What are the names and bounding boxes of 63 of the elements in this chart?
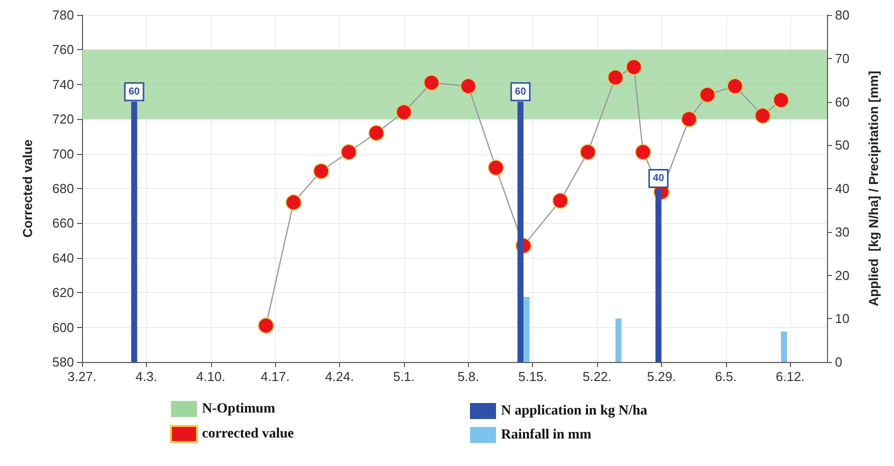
point — [313, 163, 330, 180]
point — [607, 69, 624, 86]
x-tick-label: 5.1. — [393, 369, 415, 384]
point — [754, 108, 771, 124]
point — [424, 74, 440, 91]
point — [681, 111, 698, 128]
y-tick-label: 680 — [52, 181, 74, 196]
point — [368, 124, 384, 141]
y-axis-title: Corrected value — [20, 139, 35, 238]
y2-tick-label: 0 — [835, 354, 842, 370]
x-tick-label: 5.22. — [582, 369, 612, 384]
x-tick-label: 5.8. — [457, 369, 480, 384]
data-label: 40 — [652, 173, 664, 184]
point — [340, 144, 357, 160]
point — [626, 59, 642, 76]
y2-tick-label: 10 — [835, 311, 850, 326]
y-tick-label: 600 — [52, 320, 74, 335]
x-tick-label: 4.10. — [196, 369, 226, 384]
y2-tick-label: 80 — [835, 8, 850, 22]
bar — [523, 296, 530, 362]
x-tick-label: 6.12. — [776, 369, 805, 384]
data-label: 60 — [128, 86, 140, 98]
point — [258, 318, 274, 334]
x-tick-label: 4.24. — [325, 369, 354, 384]
point — [635, 144, 652, 160]
bar — [781, 332, 788, 362]
point — [699, 86, 716, 103]
y-tick-label: 620 — [52, 285, 74, 300]
x-tick-label: 3.27. — [68, 369, 96, 384]
y-tick-label: 740 — [52, 76, 74, 92]
legend-label: Rainfall in mm — [501, 428, 592, 442]
y2-tick-label: 60 — [835, 94, 850, 110]
point — [488, 160, 504, 176]
y-tick-label: 780 — [52, 8, 74, 22]
x-tick-label: 6.5. — [714, 369, 737, 384]
x-tick-label: 4.3. — [136, 369, 158, 384]
y2-tick-label: 70 — [835, 50, 850, 66]
point — [580, 144, 596, 160]
point — [552, 192, 568, 209]
y-tick-label: 720 — [52, 112, 74, 127]
y-tick-label: 700 — [52, 146, 74, 162]
y2-tick-label: 30 — [835, 224, 850, 240]
point — [396, 104, 412, 120]
bar — [615, 318, 622, 362]
point — [727, 78, 744, 94]
legend-label: N application in kg N/ha — [501, 404, 648, 418]
point — [286, 194, 302, 210]
y2-tick-label: 20 — [835, 268, 850, 283]
y2-tick-label: 50 — [835, 138, 850, 153]
data-label: 60 — [514, 86, 526, 98]
y-tick-label: 580 — [52, 354, 74, 370]
y2-tick-label: 40 — [835, 181, 850, 196]
y-tick-label: 640 — [52, 250, 74, 266]
x-tick-label: 5.29. — [646, 369, 676, 384]
point — [773, 92, 790, 108]
x-tick-label: 5.15. — [518, 369, 548, 384]
y-tick-label: 660 — [52, 216, 74, 231]
legend-label: corrected value — [202, 426, 294, 442]
y2-axis-title: Applied [kg N/ha] / Precipitation [mm] — [866, 70, 881, 306]
point — [460, 78, 476, 94]
x-tick-label: 4.17. — [260, 369, 290, 384]
legend-label: N-Optimum — [202, 402, 276, 416]
y-tick-label: 760 — [52, 42, 74, 58]
